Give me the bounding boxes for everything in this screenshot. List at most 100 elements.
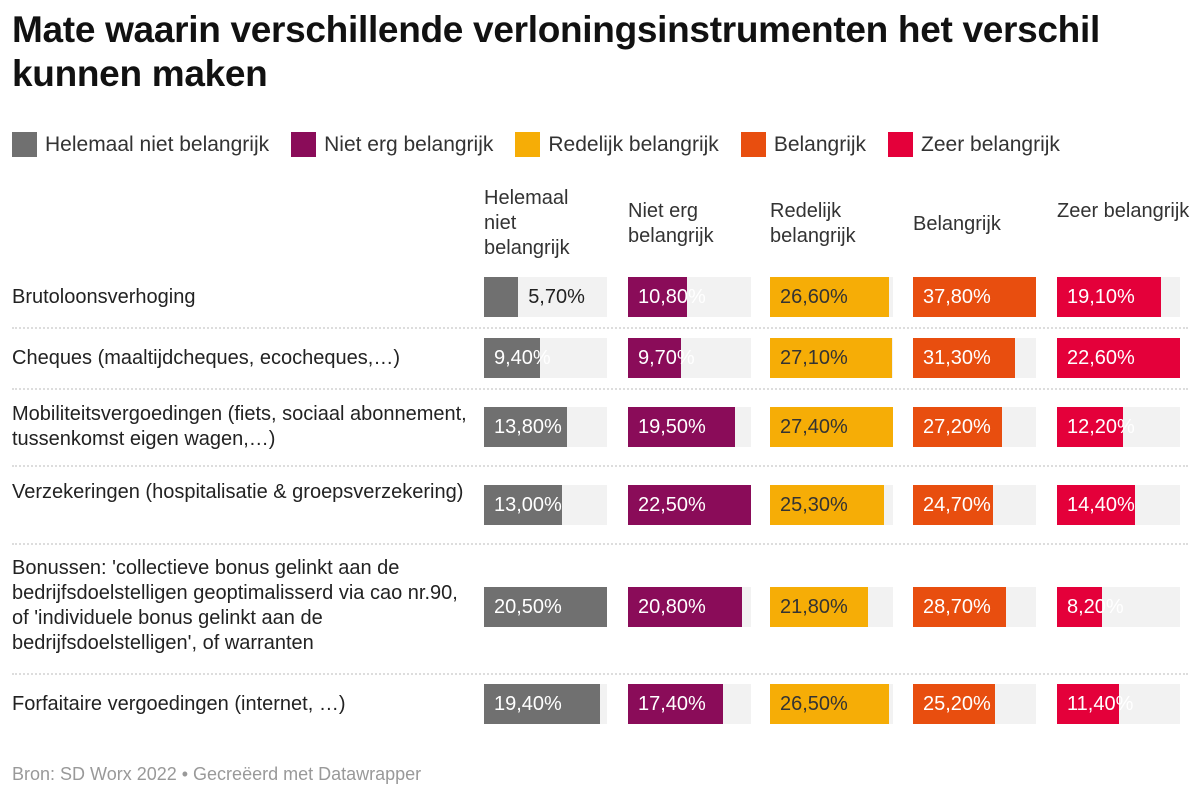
bar — [913, 407, 1002, 447]
bar — [484, 338, 541, 378]
row-label: Mobiliteitsvergoedingen (fiets, sociaal … — [12, 403, 467, 450]
legend-label: Niet erg belangrijk — [324, 132, 494, 156]
chart-title: Mate waarin verschillende verloningsinst… — [12, 9, 1100, 94]
value-label: 13,80% — [494, 416, 562, 438]
bar — [484, 684, 601, 724]
legend-swatch — [888, 132, 914, 157]
value-label: 21,80% — [780, 596, 848, 618]
value-label: 20,80% — [638, 596, 706, 618]
row-divider — [12, 388, 1188, 390]
bar — [1057, 485, 1136, 525]
value-label: 26,50% — [780, 693, 848, 715]
value-label: 11,40% — [1067, 693, 1134, 715]
bar-cell: 8,20% — [1057, 587, 1180, 627]
row-label: Bonussen: 'collectieve bonus gelinkt aan… — [12, 557, 458, 654]
bar-cell: 20,80% — [628, 587, 751, 627]
bar-cell: 27,10% — [770, 338, 893, 378]
bar — [770, 407, 893, 447]
bar-cell: 26,50% — [770, 684, 893, 724]
bar-cell: 31,30% — [913, 338, 1036, 378]
bar — [913, 587, 1007, 627]
bar — [628, 587, 742, 627]
bar-cell: 13,00% — [484, 485, 607, 525]
value-label: 19,40% — [494, 693, 562, 715]
bar — [484, 485, 562, 525]
value-label: 22,60% — [1067, 347, 1135, 369]
bar-cell: 24,70% — [913, 485, 1036, 525]
bar-cell: 22,60% — [1057, 338, 1180, 378]
value-label: 5,70% — [528, 286, 585, 308]
value-label: 13,00% — [494, 494, 562, 516]
bar — [1057, 587, 1102, 627]
legend: Helemaal niet belangrijk Niet erg belangr… — [12, 132, 1082, 157]
bar-cell: 26,60% — [770, 277, 893, 317]
bar-cell: 22,50% — [628, 485, 751, 525]
value-label: 27,40% — [780, 416, 848, 438]
bar — [1057, 338, 1180, 378]
legend-label: Belangrijk — [773, 132, 867, 156]
row-label: Brutoloonsverhoging — [12, 286, 196, 308]
row-divider — [12, 327, 1188, 329]
legend-item: Belangrijk — [740, 132, 867, 157]
bar — [913, 684, 995, 724]
row-label: Forfaitaire vergoedingen (internet, …) — [12, 693, 346, 715]
bar-cell: 20,50% — [484, 587, 607, 627]
row-divider — [12, 543, 1188, 545]
bar-cell: 14,40% — [1057, 485, 1180, 525]
bar-cell: 37,80% — [913, 277, 1036, 317]
bar-cell: 27,20% — [913, 407, 1036, 447]
bar — [628, 485, 751, 525]
row-divider — [12, 673, 1188, 675]
bar — [628, 338, 682, 378]
column-header: Belangrijk — [913, 213, 1001, 235]
bar — [628, 407, 735, 447]
legend-item: Zeer belangrijk — [888, 132, 1060, 157]
value-label: 24,70% — [923, 494, 991, 516]
bar — [628, 277, 688, 317]
bar-cell: 13,80% — [484, 407, 607, 447]
value-label: 14,40% — [1067, 494, 1135, 516]
value-label: 20,50% — [494, 596, 562, 618]
value-label: 25,20% — [923, 693, 991, 715]
value-label: 8,20% — [1067, 596, 1124, 618]
bar-cell: 9,70% — [628, 338, 751, 378]
bar — [484, 407, 567, 447]
legend-item: Redelijk belangrijk — [515, 132, 719, 157]
value-label: 27,10% — [780, 347, 848, 369]
value-label: 12,20% — [1067, 416, 1135, 438]
bar-cell: 17,40% — [628, 684, 751, 724]
bar-cell: 10,80% — [628, 277, 751, 317]
legend-swatch — [515, 132, 541, 157]
legend-swatch — [291, 132, 317, 157]
bar-cell: 19,10% — [1057, 277, 1180, 317]
bar — [1057, 407, 1124, 447]
column-header: Niet erg belangrijk — [628, 200, 714, 247]
legend-item: Niet erg belangrijk — [291, 132, 493, 157]
bar-cell: 19,50% — [628, 407, 751, 447]
footer-source: Bron: SD Worx 2022 • Gecreëerd met Dataw… — [12, 764, 422, 784]
bar — [484, 277, 519, 317]
row-label: Cheques (maaltijdcheques, ecocheques,…) — [12, 347, 400, 369]
column-header: Zeer belangrijk — [1057, 200, 1190, 222]
bar-cell: 28,70% — [913, 587, 1036, 627]
value-label: 28,70% — [923, 596, 991, 618]
bar-cell: 9,40% — [484, 338, 607, 378]
legend-swatch — [12, 132, 37, 157]
bar-cell: 19,40% — [484, 684, 607, 724]
bar — [1057, 684, 1120, 724]
bar-cell: 5,70% — [484, 277, 607, 317]
value-label: 25,30% — [780, 494, 848, 516]
row-divider — [12, 465, 1188, 467]
bar-cell: 25,30% — [770, 485, 893, 525]
bar-cell: 27,40% — [770, 407, 893, 447]
bar — [770, 587, 868, 627]
bar — [1057, 277, 1161, 317]
value-label: 26,60% — [780, 286, 848, 308]
bar-cell: 12,20% — [1057, 407, 1180, 447]
value-label: 22,50% — [638, 494, 706, 516]
column-header: Redelijk belangrijk — [770, 200, 856, 247]
value-label: 19,50% — [638, 416, 706, 438]
value-label: 31,30% — [923, 347, 991, 369]
bar — [913, 338, 1015, 378]
value-label: 19,10% — [1067, 286, 1135, 308]
